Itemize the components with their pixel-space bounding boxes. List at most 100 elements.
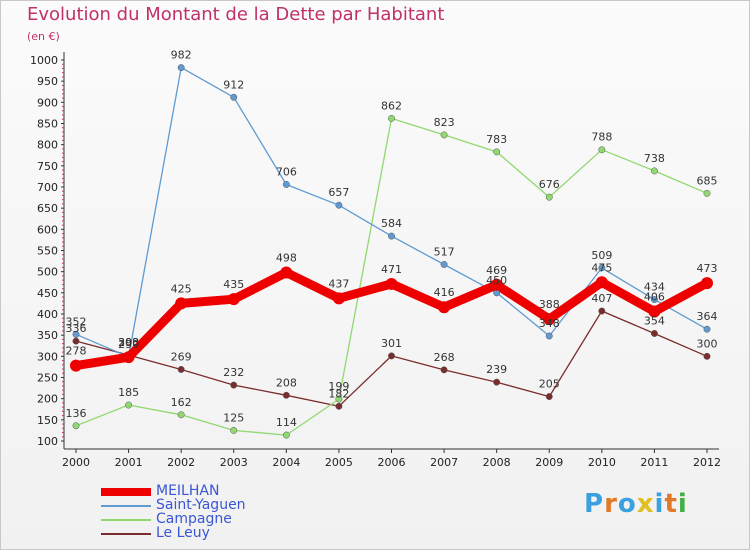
data-label-le-leuy: 232 [223, 366, 244, 379]
y-tick-label: 800 [37, 139, 58, 152]
data-point-le-leuy [703, 352, 711, 360]
y-tick-label: 650 [37, 202, 58, 215]
data-points [70, 64, 713, 439]
y-tick-label: 400 [37, 308, 58, 321]
y-tick-label: 550 [37, 245, 58, 258]
axes: 100 150 200 250 300 350 400 450 500 550 600 650 700 7… [30, 52, 721, 469]
data-point-saint-yaguen [282, 181, 290, 188]
legend-label-saint-yaguen: Saint-Yaguen [156, 497, 246, 513]
data-point-le-leuy [598, 307, 606, 315]
data-point-campagne [493, 148, 501, 156]
data-point-saint-yaguen [650, 296, 658, 304]
logo-letter: i [677, 489, 688, 519]
y-tick-label: 700 [37, 181, 58, 194]
data-point-campagne [177, 411, 185, 419]
x-tick-label: 2007 [430, 456, 458, 469]
data-point-meilhan [701, 277, 713, 290]
data-point-campagne [703, 189, 711, 197]
logo-letter: r [604, 489, 618, 519]
data-label-le-leuy: 300 [697, 337, 718, 350]
legend-swatch-saint-yaguen [101, 505, 151, 507]
data-label-campagne: 862 [381, 99, 402, 112]
proxiti-logo: Proxiti [584, 489, 688, 519]
data-label-campagne: 676 [539, 178, 560, 191]
data-label-meilhan: 425 [171, 282, 192, 295]
data-point-le-leuy [335, 402, 343, 410]
x-tick-label: 2002 [167, 456, 195, 469]
x-tick-label: 2010 [588, 456, 616, 469]
logo-letter: t [664, 489, 678, 519]
data-label-meilhan: 471 [381, 263, 402, 276]
x-tick-label: 2009 [535, 456, 563, 469]
data-label-le-leuy: 301 [381, 337, 402, 350]
data-point-meilhan [595, 276, 608, 289]
y-tick-label: 750 [37, 160, 58, 173]
data-point-meilhan [280, 266, 293, 279]
x-tick-label: 2001 [115, 456, 143, 469]
data-point-meilhan [385, 277, 398, 290]
logo-letter: o [617, 489, 637, 519]
data-label-saint-yaguen: 517 [434, 245, 455, 258]
x-tick-label: 2011 [640, 456, 668, 469]
data-label-meilhan: 498 [276, 252, 297, 265]
data-label-campagne: 783 [486, 133, 507, 146]
y-tick-label: 300 [37, 350, 58, 363]
data-point-saint-yaguen [335, 201, 343, 209]
data-point-meilhan [70, 359, 82, 372]
data-label-le-leuy: 182 [328, 387, 349, 400]
data-label-saint-yaguen: 364 [697, 310, 718, 323]
y-tick-label: 450 [37, 287, 58, 300]
data-point-campagne [545, 193, 553, 201]
data-label-campagne: 738 [644, 152, 665, 165]
data-point-le-leuy [230, 381, 238, 389]
x-tick-label: 2003 [220, 456, 248, 469]
logo-letter: i [654, 489, 665, 519]
y-tick-label: 150 [37, 414, 58, 427]
data-label-saint-yaguen: 299 [118, 338, 139, 351]
y-tick-label: 500 [37, 266, 58, 279]
data-label-meilhan: 437 [328, 277, 349, 290]
y-tick-label: 900 [37, 96, 58, 109]
data-label-meilhan: 475 [591, 261, 612, 274]
x-tick-label: 2012 [693, 456, 721, 469]
data-label-le-leuy: 208 [276, 376, 297, 389]
data-label-campagne: 685 [697, 174, 718, 187]
data-label-meilhan: 473 [697, 262, 718, 275]
data-point-saint-yaguen [388, 232, 395, 240]
data-label-saint-yaguen: 584 [381, 217, 402, 230]
y-tick-label: 350 [37, 329, 58, 342]
data-label-campagne: 185 [118, 386, 139, 399]
data-point-le-leuy [650, 330, 658, 337]
data-label-saint-yaguen: 352 [66, 315, 87, 328]
x-tick-label: 2004 [272, 456, 300, 469]
data-point-le-leuy [493, 378, 501, 386]
data-label-campagne: 823 [434, 116, 455, 129]
data-point-meilhan [227, 293, 240, 306]
data-point-meilhan [438, 301, 451, 314]
data-label-le-leuy: 239 [486, 363, 507, 376]
data-label-le-leuy: 303 [118, 336, 139, 349]
data-point-le-leuy [388, 352, 395, 360]
y-tick-label: 850 [37, 118, 58, 131]
data-point-le-leuy [72, 337, 80, 345]
unit-label: (en €) [27, 30, 60, 43]
data-point-campagne [72, 422, 80, 430]
data-point-le-leuy [282, 391, 290, 399]
data-point-campagne [650, 167, 658, 175]
data-label-campagne: 788 [591, 131, 612, 144]
data-point-campagne [230, 426, 238, 434]
data-point-meilhan [648, 305, 661, 318]
legend-label-le-leuy: Le Leuy [156, 525, 210, 541]
y-tick-label: 950 [37, 75, 58, 88]
data-point-le-leuy [177, 366, 185, 373]
data-label-campagne: 136 [66, 407, 87, 420]
data-point-campagne [440, 131, 448, 139]
legend-swatch-campagne [101, 519, 151, 521]
data-label-saint-yaguen: 348 [539, 317, 560, 330]
data-point-saint-yaguen [440, 261, 448, 268]
data-point-meilhan [490, 278, 503, 291]
data-label-saint-yaguen: 706 [276, 165, 297, 178]
data-label-le-leuy: 336 [66, 322, 87, 335]
